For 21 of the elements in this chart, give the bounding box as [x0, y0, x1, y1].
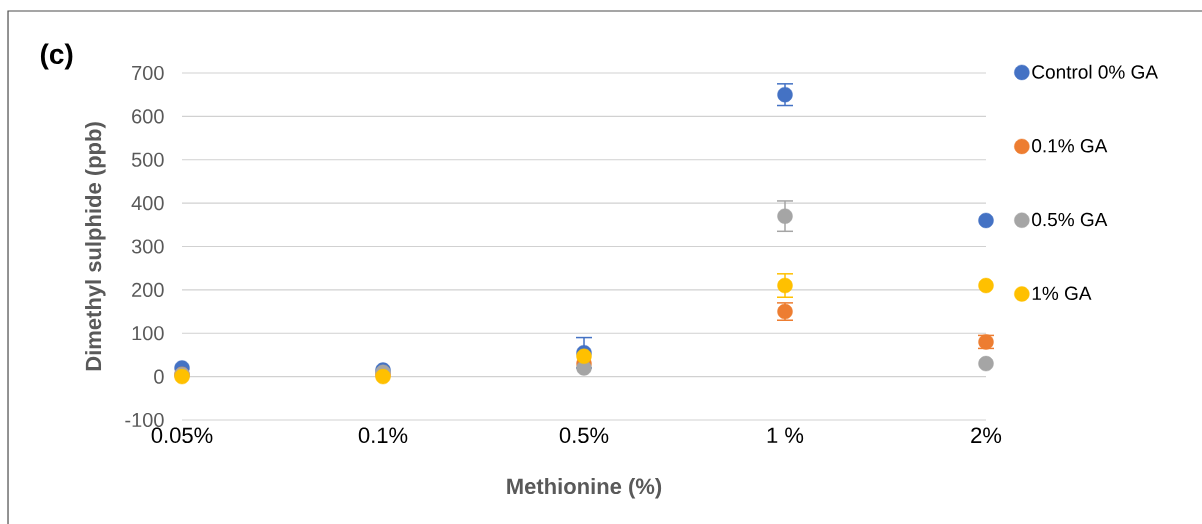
legend-label: 0.1% GA [1032, 139, 1108, 153]
x-tick-label: 0.05% [151, 427, 213, 444]
y-tick-label: 0 [154, 369, 164, 384]
legend-label: 0.5% GA [1032, 212, 1108, 227]
y-axis-title: Dimethyl sulphide (ppb) [85, 122, 106, 371]
legend-label: 1% GA [1032, 286, 1092, 301]
x-tick-label: 0.1% [358, 427, 408, 444]
y-tick-label: -100 [125, 412, 164, 428]
x-tick-label: 1 % [767, 427, 804, 443]
y-tick-label: 300 [131, 239, 164, 254]
y-tick-label: 500 [131, 152, 164, 167]
chart-title: (c) [40, 43, 73, 70]
y-tick-label: 400 [131, 196, 164, 211]
x-tick-label: 0.5% [559, 427, 609, 444]
y-tick-label: 200 [132, 282, 164, 297]
x-axis-title: Methionine (%) [507, 477, 662, 499]
legend-label: Control 0% GA [1032, 64, 1158, 79]
y-tick-label: 600 [132, 109, 164, 124]
y-tick-label: 100 [132, 326, 164, 341]
y-tick-label: 700 [132, 65, 164, 81]
x-tick-label: 2% [971, 427, 1002, 444]
